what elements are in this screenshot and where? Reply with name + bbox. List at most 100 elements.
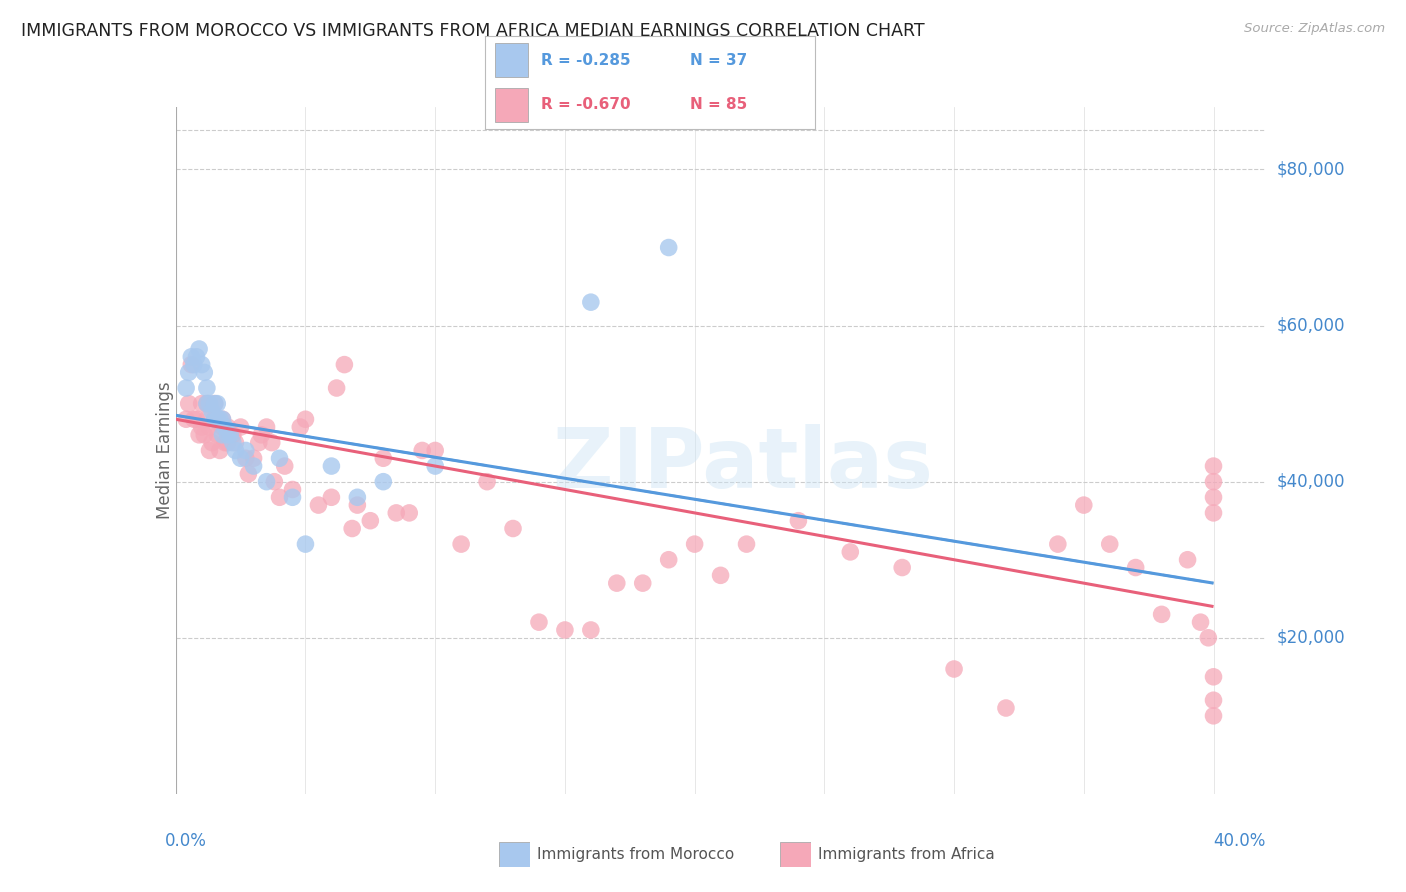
Point [281, 483, 304, 497]
Text: Immigrants from Africa: Immigrants from Africa [818, 847, 995, 862]
Point [190, 420, 212, 434]
Text: N = 85: N = 85 [690, 97, 747, 112]
Point [307, 498, 329, 512]
Point [333, 358, 356, 372]
Point [235, 451, 257, 466]
Point [294, 412, 316, 426]
Point [256, 475, 278, 489]
Point [787, 514, 810, 528]
Point [269, 490, 291, 504]
Point [219, 427, 242, 442]
Point [217, 420, 239, 434]
Point [294, 537, 316, 551]
Point [1197, 631, 1219, 645]
Point [1125, 560, 1147, 574]
Point [373, 451, 395, 466]
Point [1073, 498, 1095, 512]
Point [425, 443, 447, 458]
Point [263, 475, 285, 489]
Point [195, 396, 218, 410]
Point [359, 514, 381, 528]
Point [195, 381, 218, 395]
Point [346, 490, 368, 504]
Point [224, 435, 246, 450]
Point [1177, 552, 1199, 567]
Point [1202, 475, 1225, 489]
Point [204, 396, 226, 410]
Point [247, 435, 270, 450]
Point [579, 623, 602, 637]
Point [250, 427, 273, 442]
Point [631, 576, 654, 591]
Point [211, 412, 233, 426]
Point [606, 576, 628, 591]
Point [658, 240, 681, 255]
Point [425, 458, 447, 473]
Point [1202, 693, 1225, 707]
Text: $80,000: $80,000 [1277, 161, 1346, 178]
Text: ZIPatlas: ZIPatlas [553, 424, 932, 505]
Point [1150, 607, 1173, 622]
Point [229, 451, 252, 466]
Point [554, 623, 576, 637]
Point [242, 451, 264, 466]
Text: 0.0%: 0.0% [165, 831, 207, 850]
Point [217, 435, 239, 450]
Point [229, 420, 252, 434]
Point [325, 381, 347, 395]
Point [204, 412, 226, 426]
Point [207, 412, 229, 426]
Point [204, 396, 226, 410]
Point [174, 381, 197, 395]
Point [385, 506, 408, 520]
Point [211, 412, 233, 426]
Point [207, 427, 229, 442]
Point [177, 396, 200, 410]
Point [180, 350, 202, 364]
Point [201, 435, 224, 450]
Point [195, 412, 218, 426]
Text: Immigrants from Morocco: Immigrants from Morocco [537, 847, 734, 862]
Point [260, 435, 283, 450]
Point [269, 451, 291, 466]
Point [193, 427, 215, 442]
Point [1202, 458, 1225, 473]
Point [527, 615, 550, 630]
Point [204, 412, 226, 426]
Point [943, 662, 966, 676]
Point [891, 560, 914, 574]
Point [217, 427, 239, 442]
Point [222, 427, 245, 442]
Point [214, 420, 236, 434]
Point [193, 366, 215, 380]
Point [188, 427, 211, 442]
Point [219, 427, 242, 442]
Point [1046, 537, 1069, 551]
Point [1098, 537, 1121, 551]
Text: R = -0.670: R = -0.670 [541, 97, 631, 112]
Text: N = 37: N = 37 [690, 53, 747, 68]
Point [475, 475, 498, 489]
Point [207, 412, 229, 426]
Point [211, 427, 233, 442]
Point [174, 412, 197, 426]
Point [242, 458, 264, 473]
Point [201, 404, 224, 418]
Point [398, 506, 420, 520]
Point [1202, 490, 1225, 504]
Text: $60,000: $60,000 [1277, 317, 1346, 334]
Point [839, 545, 862, 559]
Point [180, 358, 202, 372]
Point [709, 568, 731, 582]
Text: R = -0.285: R = -0.285 [541, 53, 631, 68]
Point [183, 358, 205, 372]
Point [1202, 506, 1225, 520]
Point [579, 295, 602, 310]
Point [190, 396, 212, 410]
Point [373, 475, 395, 489]
Text: $40,000: $40,000 [1277, 473, 1346, 491]
Point [222, 435, 245, 450]
Point [1202, 708, 1225, 723]
Point [340, 521, 363, 535]
Point [186, 350, 208, 364]
